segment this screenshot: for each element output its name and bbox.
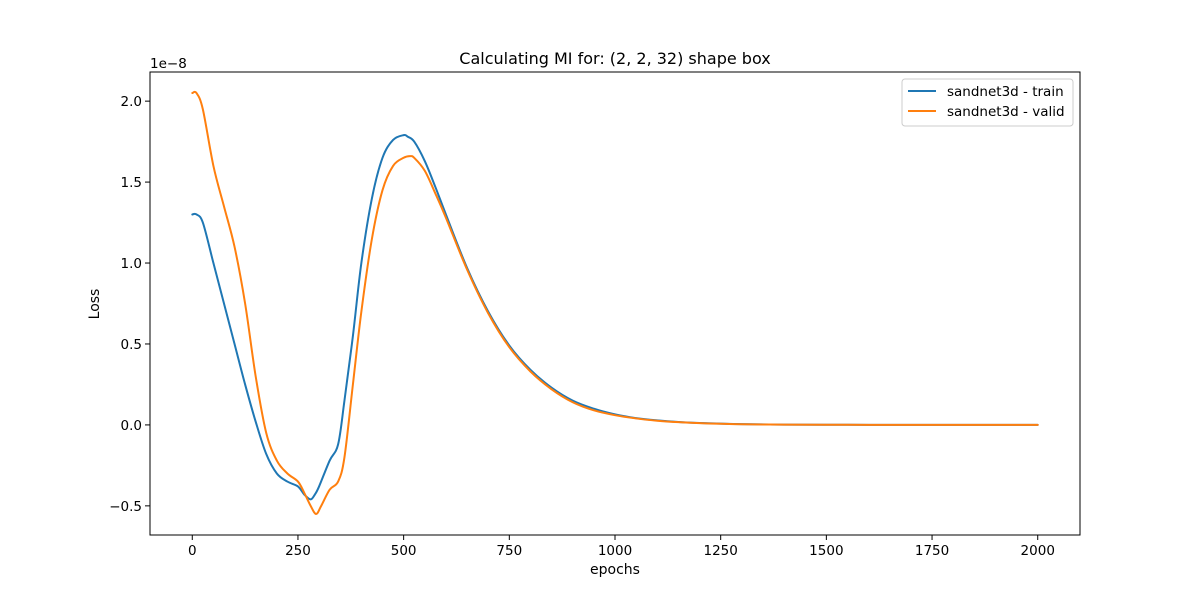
y-tick-label: 0.0 (121, 418, 142, 434)
legend-box (901, 78, 1074, 127)
x-tick-label: 250 (285, 543, 311, 559)
legend-label-train: sandnet3d - train (947, 84, 1064, 100)
legend: sandnet3d - train sandnet3d - valid (901, 78, 1074, 127)
x-tick-label: 1250 (704, 543, 738, 559)
x-tick-label: 750 (496, 543, 522, 559)
y-axis-offset-text: 1e−8 (150, 56, 187, 72)
y-axis-label: Loss (87, 289, 103, 320)
x-axis-ticks: 0 250 500 750 1000 1250 1500 1750 2000 (188, 535, 1055, 559)
chart-title: Calculating MI for: (2, 2, 32) shape box (459, 49, 770, 68)
series-line-valid (191, 90, 1039, 515)
x-tick-label: 0 (188, 543, 197, 559)
y-tick-label: 0.5 (121, 337, 142, 353)
legend-label-valid: sandnet3d - valid (947, 104, 1065, 120)
x-tick-label: 1500 (809, 543, 843, 559)
x-tick-label: 1000 (598, 543, 632, 559)
y-axis-ticks: −0.5 0.0 0.5 1.0 1.5 2.0 (109, 94, 150, 515)
y-tick-label: 1.5 (121, 175, 142, 191)
x-tick-label: 500 (391, 543, 417, 559)
y-tick-label: −0.5 (109, 499, 142, 515)
y-tick-label: 2.0 (121, 94, 142, 110)
plot-area (191, 90, 1039, 515)
x-axis-label: epochs (590, 562, 640, 578)
y-tick-label: 1.0 (121, 256, 142, 272)
x-tick-label: 2000 (1021, 543, 1055, 559)
x-tick-label: 1750 (915, 543, 949, 559)
